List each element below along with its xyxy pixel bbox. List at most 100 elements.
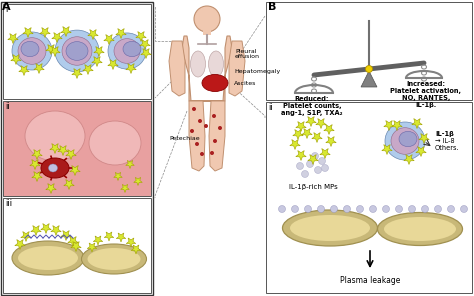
Polygon shape [58,146,68,155]
Polygon shape [326,136,336,147]
Polygon shape [50,144,60,154]
Polygon shape [8,33,18,44]
Circle shape [292,205,299,213]
Circle shape [356,205,364,213]
Circle shape [304,205,311,213]
Polygon shape [126,160,134,168]
Polygon shape [382,144,392,155]
Text: Ascites: Ascites [234,81,256,86]
Circle shape [370,205,376,213]
Polygon shape [312,133,322,142]
Polygon shape [290,139,300,149]
Polygon shape [306,117,316,126]
Polygon shape [416,147,426,157]
Circle shape [301,170,309,178]
Polygon shape [296,151,306,160]
Ellipse shape [283,210,377,246]
Text: i: i [268,3,270,12]
Circle shape [330,205,337,213]
Circle shape [344,205,350,213]
Ellipse shape [391,128,419,154]
Ellipse shape [123,41,141,57]
Polygon shape [116,28,126,38]
Polygon shape [32,149,42,160]
Circle shape [192,107,196,111]
Text: B: B [268,2,276,12]
Polygon shape [419,133,429,144]
Circle shape [365,65,373,73]
Polygon shape [104,35,114,44]
Polygon shape [66,149,76,160]
Polygon shape [61,231,71,240]
Polygon shape [64,180,74,189]
Polygon shape [324,125,334,134]
Polygon shape [316,119,326,128]
Text: i: i [5,5,8,14]
Polygon shape [41,223,51,234]
Circle shape [447,205,455,213]
Ellipse shape [62,37,92,65]
Ellipse shape [41,158,69,178]
Text: ii: ii [5,102,10,111]
Polygon shape [296,122,306,131]
Polygon shape [134,177,142,186]
Circle shape [307,160,313,168]
Circle shape [315,166,321,173]
Polygon shape [71,242,81,252]
Polygon shape [320,149,330,158]
Ellipse shape [385,122,425,160]
Polygon shape [136,32,146,41]
Circle shape [318,205,325,213]
Polygon shape [384,120,394,131]
Circle shape [200,152,204,156]
Circle shape [297,163,303,170]
Circle shape [311,152,319,160]
Circle shape [190,129,194,133]
Text: Petechiae: Petechiae [169,136,200,141]
Circle shape [212,114,216,118]
Ellipse shape [12,32,52,70]
Polygon shape [52,33,62,43]
Ellipse shape [55,30,99,72]
Circle shape [383,205,390,213]
Ellipse shape [399,131,417,147]
Polygon shape [412,119,422,128]
Ellipse shape [12,241,84,275]
Text: Others.: Others. [435,145,460,151]
Text: Plasma leakage: Plasma leakage [340,276,400,285]
Polygon shape [392,120,402,131]
Polygon shape [182,36,232,101]
Bar [3,198,151,293]
Bar [3,101,151,196]
Text: Hepatomegaly: Hepatomegaly [234,68,280,73]
Circle shape [210,151,214,155]
Circle shape [461,205,467,213]
Polygon shape [141,49,151,59]
Circle shape [321,165,328,171]
Polygon shape [15,239,25,250]
Polygon shape [140,40,150,49]
Polygon shape [32,172,42,181]
Polygon shape [116,233,126,242]
Polygon shape [61,27,71,36]
Text: IL-1β-rich MPs: IL-1β-rich MPs [289,184,337,190]
Polygon shape [23,28,33,38]
Polygon shape [68,237,78,247]
Polygon shape [104,232,114,241]
Polygon shape [21,231,31,242]
Ellipse shape [377,213,463,245]
Ellipse shape [89,121,141,165]
Bar [1,2,153,295]
Ellipse shape [48,164,57,172]
Circle shape [421,205,428,213]
Polygon shape [93,236,103,245]
Polygon shape [70,165,80,176]
Polygon shape [46,45,56,54]
Polygon shape [30,160,40,170]
Circle shape [435,205,441,213]
Ellipse shape [202,75,228,91]
Ellipse shape [18,246,78,270]
Polygon shape [308,155,318,165]
Polygon shape [209,101,225,171]
Text: IL-1β: IL-1β [435,131,454,137]
